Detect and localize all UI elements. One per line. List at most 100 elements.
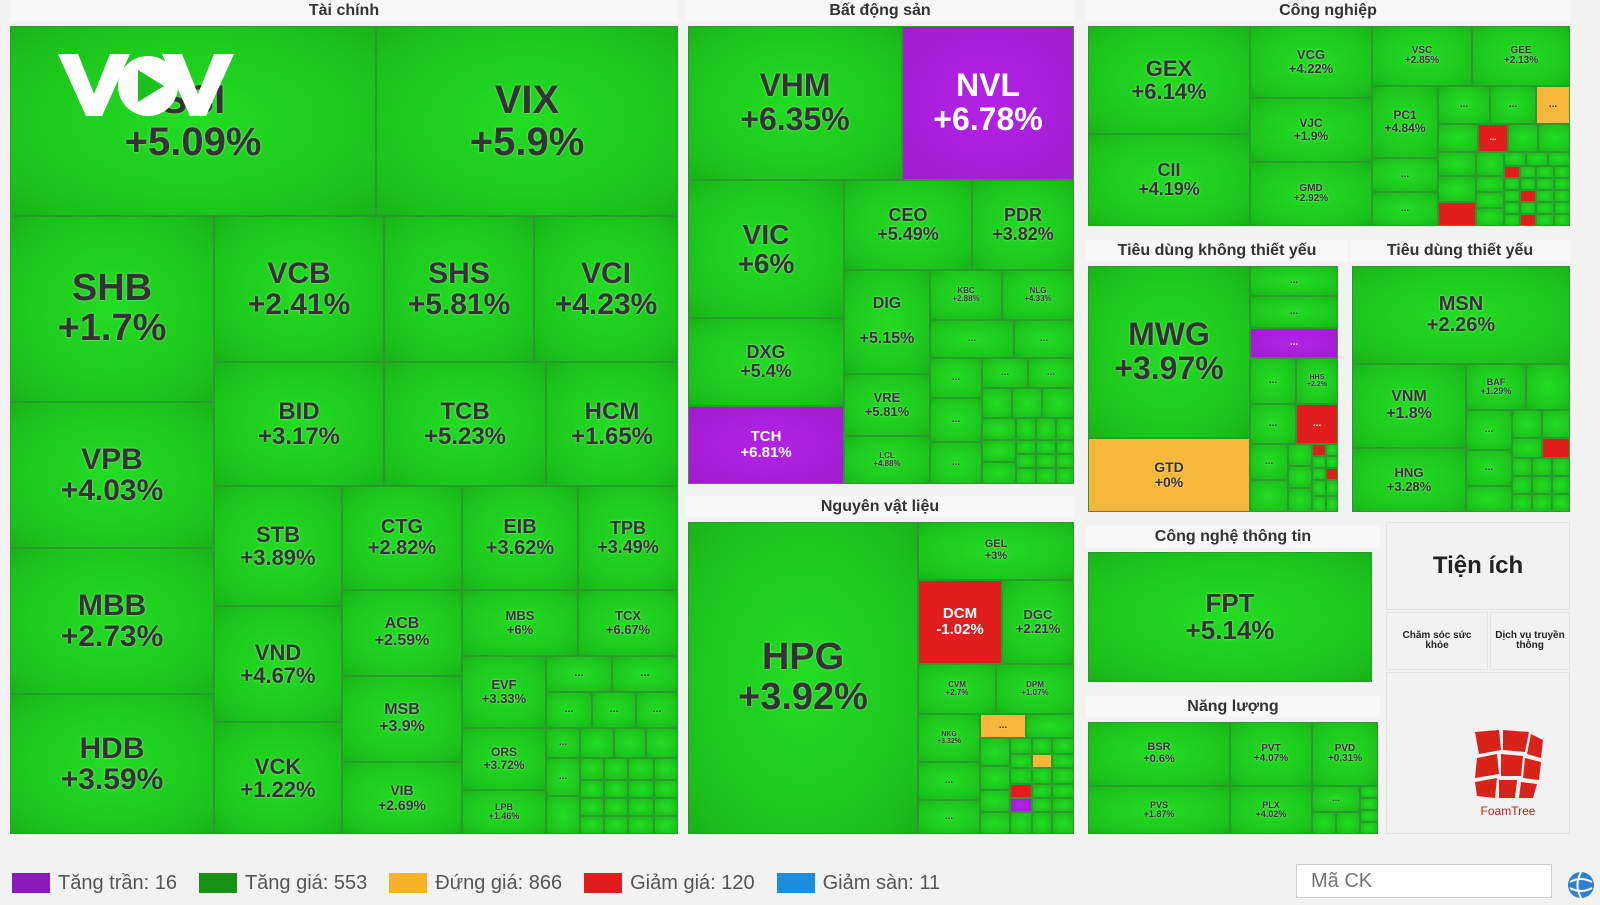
stock-tile-small[interactable] [1476,152,1504,176]
stock-tile-small[interactable] [1476,208,1504,226]
stock-tile-vib[interactable]: VIB +2.69% [342,762,462,834]
stock-tile-small[interactable]: ... [982,358,1028,388]
stock-tile-small[interactable] [982,418,1016,440]
stock-tile-pvt[interactable]: PVT +4.07% [1230,722,1312,786]
stock-tile-vic[interactable]: VIC +6% [688,180,844,318]
stock-tile-tpb[interactable]: TPB +3.49% [578,486,678,590]
stock-tile-small[interactable] [1056,468,1074,484]
stock-tile-small[interactable] [982,388,1012,418]
stock-tile-small[interactable] [1326,468,1338,480]
stock-tile-small[interactable] [1032,754,1052,768]
stock-tile-small[interactable] [1526,152,1548,166]
stock-tile-small[interactable] [1466,486,1512,512]
stock-tile-tcb[interactable]: TCB +5.23% [384,362,546,486]
stock-tile-small[interactable] [1012,388,1042,418]
stock-tile-stb[interactable]: STB +3.89% [214,486,342,606]
stock-tile-vnd[interactable]: VND +4.67% [214,606,342,722]
stock-tile-small[interactable] [1056,440,1074,454]
stock-tile-mwg[interactable]: MWG +3.97% [1088,266,1250,438]
stock-tile-small[interactable] [614,728,646,758]
stock-tile-small[interactable] [1504,214,1520,226]
stock-tile-small[interactable] [1052,754,1074,768]
stock-tile-pdr[interactable]: PDR +3.82% [972,180,1074,270]
stock-tile-small[interactable] [604,798,628,816]
stock-tile-bid[interactable]: BID +3.17% [214,362,384,486]
stock-tile-small[interactable] [1504,202,1520,214]
stock-tile-small[interactable]: ... [612,656,678,692]
stock-tile-small[interactable]: ... [546,728,580,758]
stock-tile-small[interactable] [580,728,614,758]
stock-tile-small[interactable] [1542,410,1570,438]
stock-tile-small[interactable]: ... [1250,296,1338,328]
stock-tile-small[interactable]: ... [1478,124,1508,152]
stock-tile-bsr[interactable]: BSR +0.6% [1088,722,1230,786]
stock-tile-small[interactable] [1010,784,1032,798]
stock-tile-small[interactable] [1536,190,1554,202]
stock-tile-small[interactable]: ... [1438,86,1490,124]
stock-tile-hcm[interactable]: HCM +1.65% [546,362,678,486]
stock-tile-small[interactable] [654,798,678,816]
stock-tile-small[interactable] [1360,798,1378,810]
stock-tile-mbb[interactable]: MBB +2.73% [10,548,214,694]
stock-tile-small[interactable] [1336,812,1360,834]
stock-tile-vnm[interactable]: VNM +1.8% [1352,364,1466,448]
stock-tile-gex[interactable]: GEX +6.14% [1088,26,1250,134]
stock-tile-small[interactable] [1532,458,1552,476]
sector-tile-tien-ich[interactable]: Tiện ích [1386,522,1570,610]
stock-tile-small[interactable]: ... [1372,158,1438,192]
stock-tile-small[interactable] [980,766,1010,790]
stock-tile-small[interactable] [1010,798,1032,812]
stock-tile-small[interactable] [604,758,628,780]
stock-tile-small[interactable] [1554,202,1570,214]
stock-tile-tch[interactable]: TCH +6.81% [688,406,844,484]
stock-tile-small[interactable] [1010,768,1032,784]
stock-tile-hng[interactable]: HNG +3.28% [1352,448,1466,512]
stock-tile-small[interactable] [580,798,604,816]
stock-tile-small[interactable] [628,780,654,798]
stock-tile-small[interactable] [1512,458,1532,476]
stock-tile-small[interactable]: ... [1250,328,1338,358]
stock-tile-lpb[interactable]: LPB +1.46% [462,790,546,834]
stock-tile-small[interactable] [980,812,1010,834]
stock-tile-ceo[interactable]: CEO +5.49% [844,180,972,270]
stock-tile-nkg[interactable]: NKG +3.32% [918,714,980,762]
stock-tile-small[interactable] [1552,476,1570,494]
stock-tile-vre[interactable]: VRE +5.81% [844,374,930,436]
stock-tile-vcb[interactable]: VCB +2.41% [214,216,384,362]
stock-tile-small[interactable] [628,758,654,780]
stock-tile-vci[interactable]: VCI +4.23% [534,216,678,362]
stock-tile-small[interactable] [982,440,1016,462]
stock-tile-small[interactable] [1312,456,1326,468]
stock-tile-small[interactable] [580,780,604,798]
stock-tile-small[interactable] [980,790,1010,812]
stock-tile-small[interactable]: ... [1250,444,1288,480]
stock-tile-small[interactable] [1554,214,1570,226]
stock-tile-ctg[interactable]: CTG +2.82% [342,486,462,590]
stock-tile-small[interactable] [654,758,678,780]
stock-tile-small[interactable] [1010,754,1032,768]
stock-tile-small[interactable] [1016,468,1036,484]
stock-tile-small[interactable] [1010,738,1032,754]
stock-tile-small[interactable] [1052,768,1074,784]
stock-tile-small[interactable] [1554,178,1570,190]
stock-tile-mbs[interactable]: MBS +6% [462,590,578,656]
stock-tile-small[interactable] [1360,822,1378,834]
stock-tile-small[interactable] [1360,810,1378,822]
stock-tile-small[interactable] [1016,440,1036,454]
stock-tile-vhm[interactable]: VHM +6.35% [688,26,902,180]
stock-tile-msb[interactable]: MSB +3.9% [342,676,462,762]
stock-tile-small[interactable] [1032,738,1052,754]
stock-tile-small[interactable] [1476,176,1504,192]
stock-tile-small[interactable] [1542,438,1570,458]
stock-tile-small[interactable] [1288,466,1312,488]
stock-tile-small[interactable] [1520,166,1536,178]
stock-tile-small[interactable] [1036,440,1056,454]
stock-tile-gel[interactable]: GEL +3% [918,522,1074,580]
stock-tile-small[interactable] [1476,192,1504,208]
stock-tile-small[interactable] [1032,812,1052,834]
stock-tile-small[interactable] [580,816,604,834]
stock-tile-small[interactable] [1326,456,1338,468]
stock-tile-small[interactable] [1438,176,1476,202]
stock-tile-small[interactable] [1288,488,1312,512]
stock-tile-small[interactable]: ... [546,758,580,796]
